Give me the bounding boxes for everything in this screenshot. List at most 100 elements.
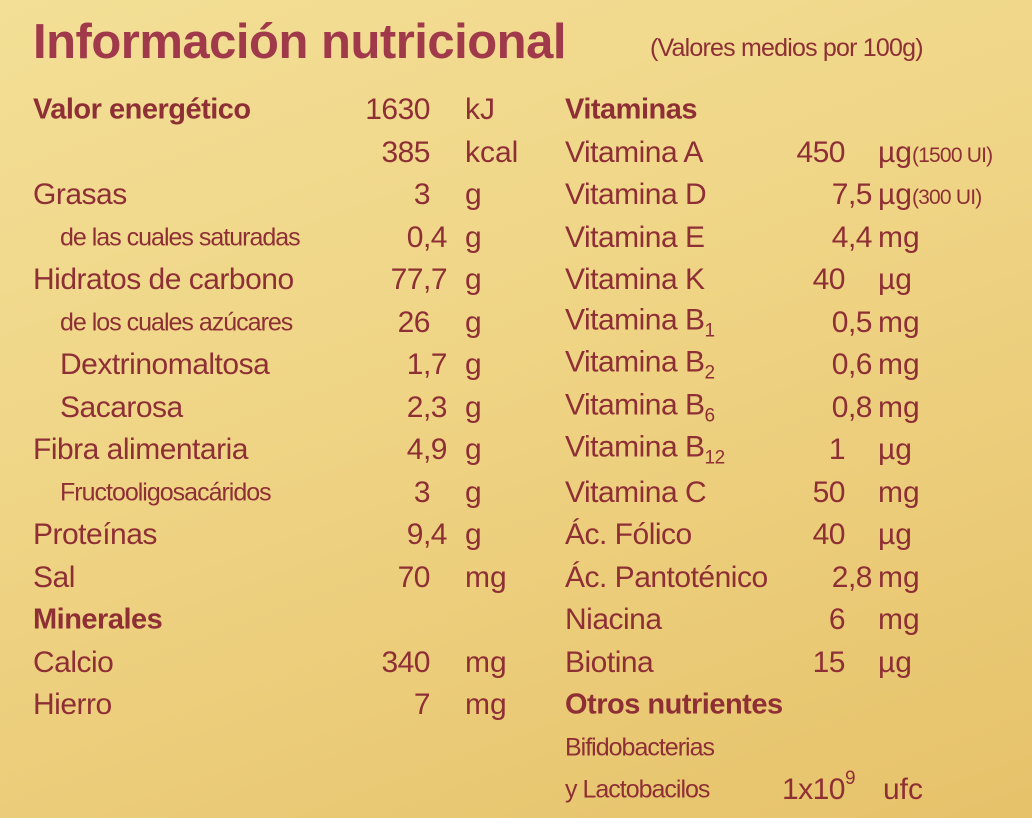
- value: 1x10 9: [781, 769, 856, 806]
- value-text: 1x10: [781, 773, 846, 806]
- value-text: 1: [828, 433, 846, 466]
- unit-text: mg: [878, 560, 920, 594]
- row-label: Ác. Fólico: [565, 520, 692, 550]
- value: 0,6: [831, 348, 873, 381]
- label-text: Vitamina B: [565, 430, 705, 464]
- label-text: Vitaminas: [565, 93, 697, 126]
- value: 40: [812, 263, 846, 296]
- value-text: 9,4: [406, 518, 448, 551]
- unit: µg: [878, 520, 912, 550]
- unit-text: mg: [878, 475, 920, 509]
- value-text: 1,7: [406, 348, 448, 381]
- value-text: 15: [812, 645, 846, 679]
- label-text: Vitamina B: [565, 345, 705, 379]
- unit: g: [465, 390, 482, 424]
- unit-text: g: [465, 390, 482, 424]
- unit: mg: [878, 560, 920, 594]
- row-label: Vitamina C: [565, 475, 707, 509]
- value: 450: [796, 135, 845, 169]
- unit-text: g: [465, 178, 482, 211]
- unit-text: µg: [878, 263, 912, 296]
- unit-text: g: [465, 433, 482, 466]
- unit: µg: [878, 435, 912, 465]
- unit: g: [465, 220, 482, 254]
- unit-note: (1500 UI): [911, 143, 993, 167]
- value: 77,7: [390, 263, 448, 296]
- row-label: Vitamina B6: [565, 388, 716, 426]
- unit: mg: [878, 605, 920, 635]
- value-text: 385: [381, 135, 430, 169]
- unit-text: µg: [878, 433, 912, 466]
- label-text: Vitamina C: [565, 475, 707, 509]
- value: 385: [381, 135, 430, 169]
- label-text: Fibra alimentaria: [33, 433, 248, 466]
- unit: g: [465, 475, 482, 509]
- row-label: Hidratos de carbono: [33, 265, 294, 295]
- label-text: Dextrinomaltosa: [60, 348, 270, 381]
- label-text: Hierro: [33, 688, 112, 721]
- label-text: de las cuales saturadas: [60, 223, 301, 251]
- unit: µg: [878, 265, 912, 295]
- row-label: Vitamina B12: [565, 430, 725, 468]
- unit-text: kJ: [465, 93, 495, 126]
- row-label: Vitamina D: [565, 178, 707, 211]
- row-label: Vitamina E: [565, 220, 705, 254]
- value: 9,4: [406, 518, 448, 551]
- unit: g: [465, 435, 482, 465]
- value-text: 50: [812, 475, 846, 509]
- label-text: Vitamina A: [565, 135, 703, 169]
- row-label: Vitamina B2: [565, 345, 715, 383]
- row-label: Vitaminas: [565, 93, 697, 126]
- label-text: Sacarosa: [60, 390, 183, 424]
- value-text: 40: [812, 263, 846, 296]
- value-text: 26: [397, 305, 431, 339]
- row-label: Grasas: [33, 180, 127, 210]
- unit-text: g: [465, 220, 482, 254]
- unit: kcal: [465, 137, 518, 168]
- value-text: 0,5: [831, 305, 873, 339]
- value-text: 0,6: [831, 348, 873, 381]
- value: 4,9: [407, 435, 448, 465]
- value-text: 0,4: [406, 220, 448, 254]
- row-label: Dextrinomaltosa: [60, 348, 270, 381]
- label-text: Minerales: [33, 603, 163, 636]
- unit: g: [465, 520, 482, 550]
- unit-text: g: [465, 263, 482, 296]
- unit-text: mg: [878, 390, 920, 424]
- label-text: Hidratos de carbono: [33, 263, 294, 296]
- label-text: Vitamina B: [565, 388, 705, 421]
- value-text: 0,8: [831, 390, 873, 424]
- unit-text: g: [465, 475, 482, 509]
- unit: mg: [465, 562, 507, 593]
- row-label: Biotina: [565, 645, 654, 679]
- unit-note: (300 UI): [911, 186, 982, 209]
- value: 4,4: [832, 222, 873, 253]
- unit-text: g: [465, 305, 482, 339]
- unit-text: µg: [878, 178, 912, 211]
- value-text: 450: [796, 135, 845, 169]
- value: 1630: [365, 95, 430, 125]
- row-label: Bifidobacterias: [565, 735, 715, 760]
- subtitle: (Valores medios por 100g): [650, 34, 924, 62]
- unit: µg(300 UI): [878, 178, 982, 211]
- row-label: Fibra alimentaria: [33, 435, 248, 465]
- value-text: 7: [413, 688, 431, 721]
- label-text: Vitamina E: [565, 220, 705, 254]
- label-subscript: 6: [704, 405, 716, 426]
- value: 0,5: [831, 305, 873, 339]
- label-text: Proteínas: [33, 518, 157, 551]
- unit: g: [465, 305, 482, 339]
- label-text: Ác. Pantoténico: [565, 560, 768, 594]
- value-text: 2,3: [406, 390, 448, 424]
- label-text: Vitamina D: [565, 178, 707, 211]
- title: Información nutricional: [33, 15, 566, 69]
- value: 26: [397, 305, 431, 339]
- value: 50: [812, 475, 846, 509]
- label-text: Biotina: [565, 645, 654, 679]
- row-label: Vitamina K: [565, 265, 705, 295]
- value-text: 77,7: [390, 263, 448, 296]
- unit: µg: [878, 647, 912, 678]
- label-text: Valor energético: [33, 93, 251, 126]
- label-text: Vitamina K: [565, 263, 705, 296]
